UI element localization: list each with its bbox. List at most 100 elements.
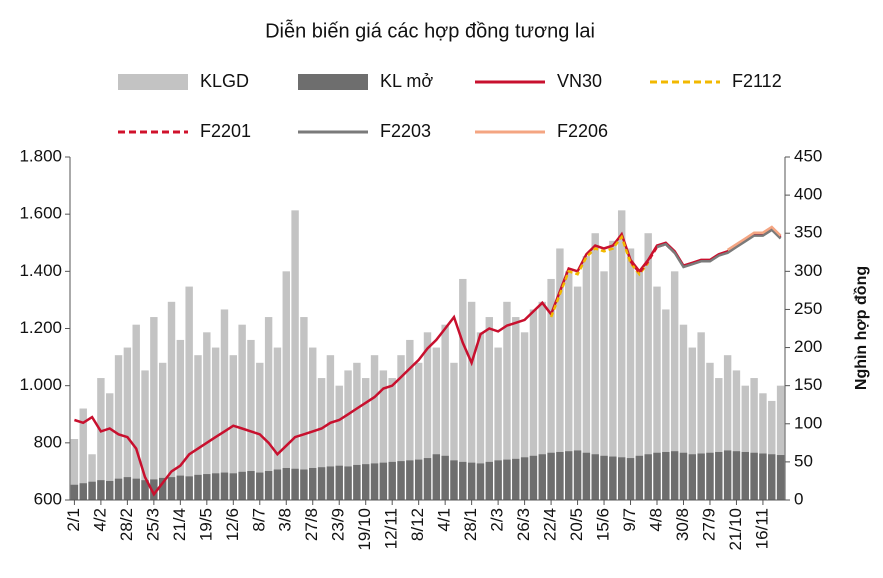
bar	[397, 461, 405, 500]
bar	[194, 355, 202, 500]
bar	[167, 301, 176, 500]
bar	[512, 458, 520, 500]
x-tick-label: 28/1	[461, 508, 480, 541]
bar	[150, 479, 158, 500]
bar	[150, 317, 158, 500]
line	[74, 226, 782, 497]
bar	[750, 378, 758, 500]
legend-label: F2112	[732, 71, 782, 91]
bar	[238, 471, 246, 500]
bar	[282, 467, 290, 500]
bar	[97, 378, 105, 500]
x-tick-label: 2/1	[64, 508, 83, 532]
y2-tick-label: 150	[794, 375, 822, 394]
bar	[662, 309, 670, 500]
bar	[264, 471, 273, 500]
bar	[556, 248, 564, 500]
bar	[697, 332, 705, 500]
x-tick-label: 30/8	[673, 508, 692, 541]
bar	[106, 393, 114, 500]
bar	[335, 385, 343, 500]
bar	[759, 393, 767, 500]
bar	[688, 347, 697, 500]
bar	[529, 455, 538, 500]
y2-tick-label: 450	[794, 146, 822, 165]
bar	[653, 452, 661, 500]
bar	[723, 450, 732, 500]
chart-title: Diễn biến giá các hợp đồng tương lai	[265, 19, 595, 42]
x-tick-label: 25/3	[143, 508, 162, 541]
bar	[300, 317, 308, 500]
bar	[582, 452, 591, 500]
bar	[362, 464, 370, 500]
bar	[679, 452, 688, 500]
bar	[273, 469, 282, 500]
x-tick-label: 8/12	[408, 508, 427, 541]
bar	[203, 474, 211, 500]
bar	[264, 317, 273, 500]
bar	[220, 472, 229, 500]
bar	[485, 317, 493, 500]
x-tick-label: 9/7	[620, 508, 639, 532]
bar	[220, 309, 229, 500]
bar	[450, 362, 458, 500]
bar	[591, 454, 599, 500]
bar	[635, 455, 644, 500]
bar	[573, 286, 582, 500]
bar	[776, 385, 785, 500]
bar	[591, 233, 599, 500]
bar	[211, 347, 220, 500]
bar	[97, 480, 105, 500]
x-tick-label: 19/10	[355, 508, 374, 551]
bar	[141, 370, 149, 500]
bar	[132, 324, 140, 500]
x-tick-label: 23/9	[329, 508, 348, 541]
bar	[715, 451, 723, 500]
bar	[406, 339, 414, 500]
bar	[114, 355, 123, 500]
bar	[335, 465, 343, 500]
x-tick-label: 3/8	[276, 508, 295, 532]
bar	[662, 451, 670, 500]
bar	[679, 324, 688, 500]
bar	[688, 454, 697, 500]
y-tick-label: 1.000	[19, 375, 62, 394]
bar	[79, 483, 87, 500]
bar	[291, 210, 299, 500]
bar	[353, 464, 361, 500]
bar	[538, 301, 546, 500]
bar	[609, 240, 617, 500]
bar	[529, 309, 538, 500]
bar	[397, 355, 405, 500]
bar	[732, 370, 741, 500]
bar	[203, 332, 211, 500]
bar	[547, 452, 555, 500]
bar	[776, 455, 785, 500]
bar	[273, 347, 282, 500]
bar	[723, 355, 732, 500]
x-tick-label: 28/2	[117, 508, 136, 541]
x-tick-label: 19/5	[196, 508, 215, 541]
bar	[379, 462, 388, 500]
bar	[247, 339, 255, 500]
bar	[158, 362, 167, 500]
bar	[388, 461, 396, 500]
y2-tick-label: 200	[794, 337, 822, 356]
bar	[79, 408, 87, 500]
bar	[176, 475, 185, 500]
bar	[441, 455, 449, 500]
y2-axis-label: Nghìn hợp đồng	[853, 266, 870, 390]
bar	[732, 451, 741, 500]
x-tick-label: 21/10	[726, 508, 745, 551]
x-tick-label: 20/5	[567, 508, 586, 541]
x-tick-label: 21/4	[170, 508, 189, 541]
x-tick-label: 4/8	[646, 508, 665, 532]
bar	[379, 370, 388, 500]
bar	[300, 469, 308, 500]
bar	[282, 271, 290, 500]
y-tick-label: 800	[34, 432, 62, 451]
bar	[344, 466, 352, 500]
bar	[309, 467, 317, 500]
bar	[238, 324, 246, 500]
